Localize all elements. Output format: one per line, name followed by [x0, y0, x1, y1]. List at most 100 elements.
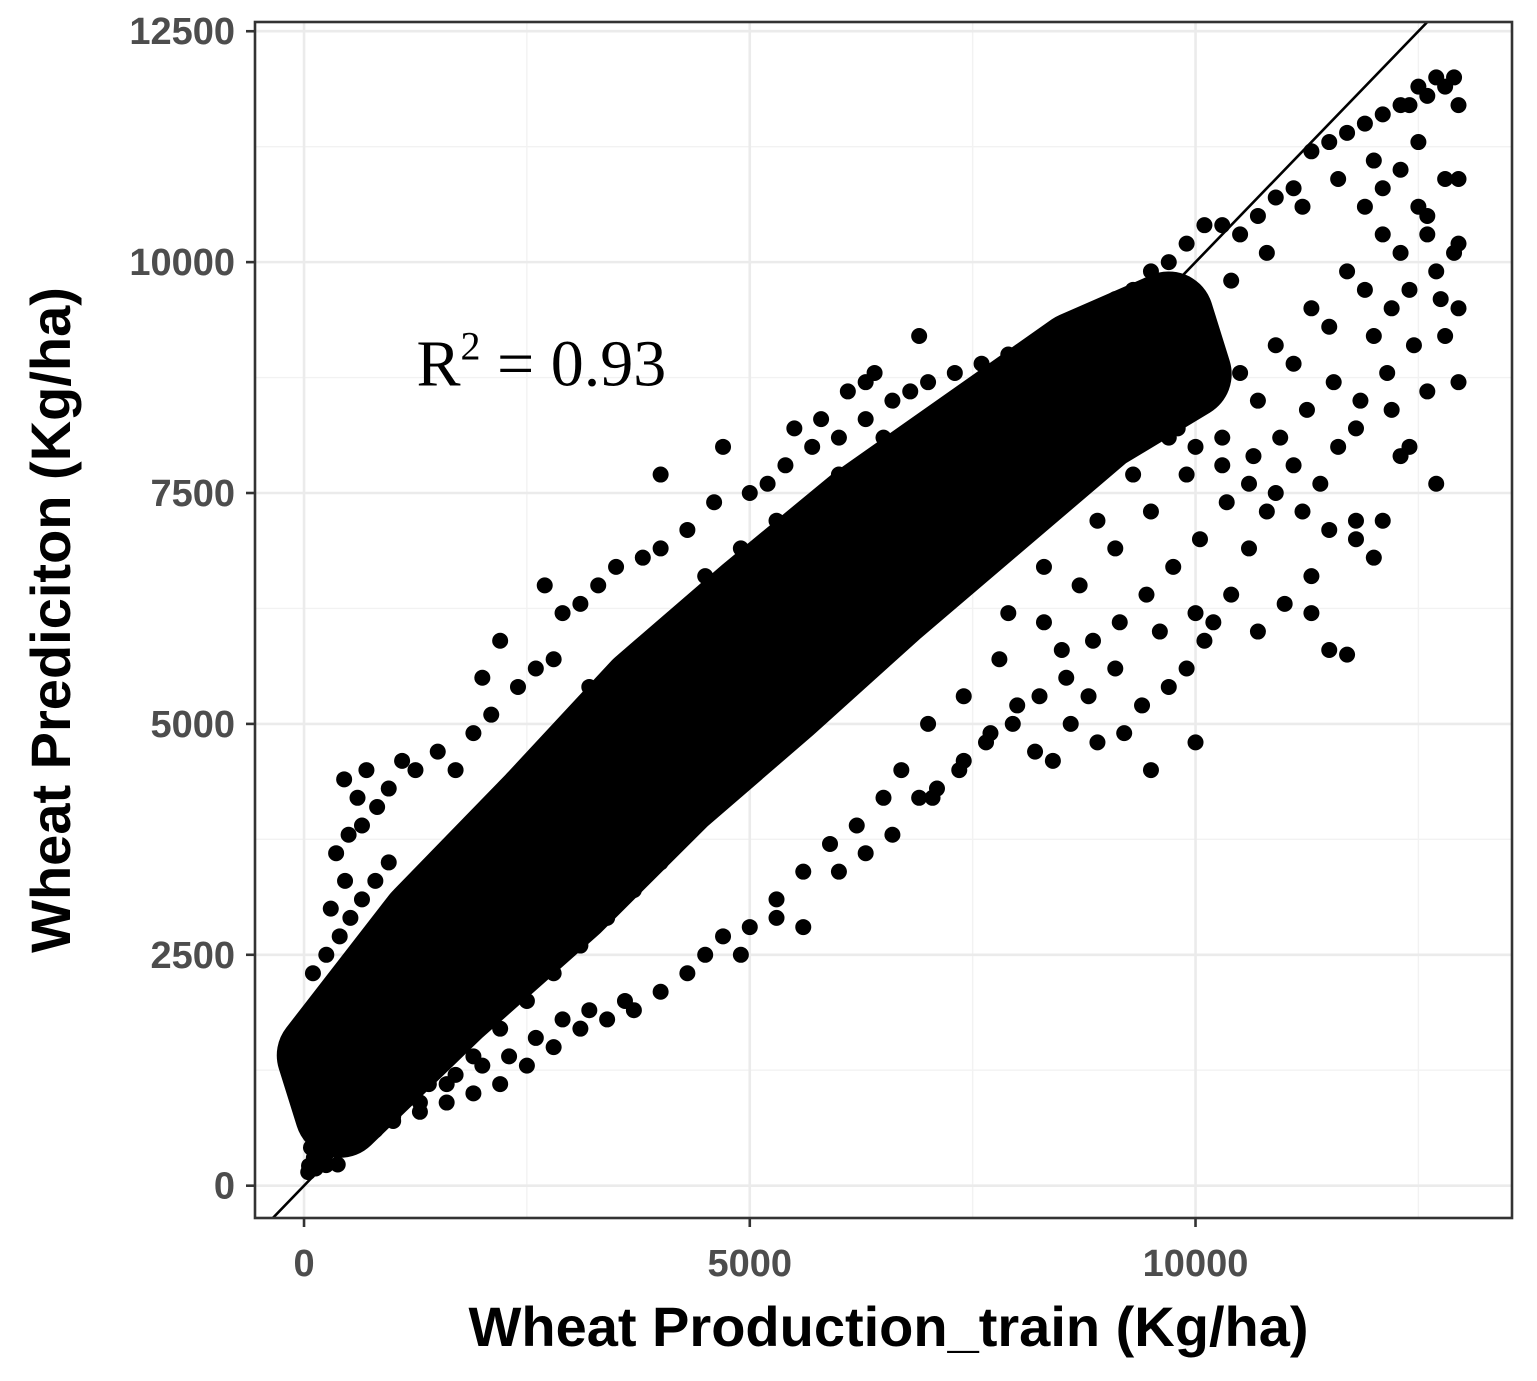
data-point: [411, 1039, 428, 1056]
data-point: [385, 1108, 402, 1125]
data-point: [1379, 364, 1396, 381]
data-point: [369, 799, 386, 816]
data-point: [857, 374, 874, 391]
data-point: [509, 854, 526, 871]
data-point: [732, 771, 749, 788]
data-point: [1232, 364, 1249, 381]
data-point: [1285, 355, 1302, 372]
y-tick-label: 10000: [129, 242, 235, 284]
data-point: [893, 605, 910, 622]
data-point: [1142, 503, 1159, 520]
data-point: [376, 1062, 393, 1079]
data-point: [634, 660, 651, 677]
data-point: [1437, 78, 1454, 95]
data-point: [492, 1076, 509, 1093]
data-point: [1062, 715, 1079, 732]
data-point: [1111, 614, 1128, 631]
data-point: [608, 715, 625, 732]
y-tick-label: 2500: [150, 935, 235, 977]
data-point: [1347, 512, 1364, 529]
data-point: [385, 928, 402, 945]
data-point: [340, 826, 357, 843]
data-point: [857, 411, 874, 428]
data-point: [1365, 152, 1382, 169]
data-point: [911, 328, 928, 345]
data-point: [1009, 364, 1026, 381]
data-point: [1142, 401, 1159, 418]
data-point: [1044, 752, 1061, 769]
data-point: [1339, 124, 1356, 141]
data-point: [545, 651, 562, 668]
data-point: [813, 411, 830, 428]
data-point: [955, 688, 972, 705]
data-point: [1285, 457, 1302, 474]
data-point: [1004, 715, 1021, 732]
data-point: [1089, 734, 1106, 751]
dense-cloud-shape: [276, 271, 1232, 1158]
data-point: [1116, 364, 1133, 381]
data-point: [358, 1096, 375, 1113]
data-point: [1258, 244, 1275, 261]
data-point: [973, 521, 990, 538]
data-point: [581, 1002, 598, 1019]
data-point: [1330, 171, 1347, 188]
data-point: [1044, 346, 1061, 363]
data-point: [403, 909, 420, 926]
data-point: [518, 1057, 535, 1074]
data-point: [1258, 503, 1275, 520]
data-point: [1249, 392, 1266, 409]
data-point: [1080, 411, 1097, 428]
data-point: [333, 965, 350, 982]
data-point: [1107, 540, 1124, 557]
data-point: [302, 1117, 319, 1134]
data-point: [545, 965, 562, 982]
data-point: [1071, 328, 1088, 345]
data-point: [1321, 134, 1338, 151]
data-point: [1196, 392, 1213, 409]
data-point: [1245, 448, 1262, 465]
data-point: [679, 521, 696, 538]
data-point: [1410, 198, 1427, 215]
y-tick-label: 0: [214, 1166, 235, 1208]
data-point: [866, 503, 883, 520]
x-tick-label: 10000: [1143, 1243, 1249, 1285]
data-point: [946, 549, 963, 566]
data-point: [394, 1085, 411, 1102]
data-point: [839, 660, 856, 677]
data-point: [1241, 475, 1258, 492]
data-point: [625, 882, 642, 899]
data-point: [474, 891, 491, 908]
data-point: [1272, 429, 1289, 446]
data-point: [342, 909, 359, 926]
data-point: [1365, 549, 1382, 566]
data-point: [1178, 235, 1195, 252]
data-point: [1347, 531, 1364, 548]
data-point: [670, 614, 687, 631]
data-point: [313, 1103, 330, 1120]
data-point: [380, 780, 397, 797]
data-point: [367, 872, 384, 889]
data-point: [723, 632, 740, 649]
data-point: [1419, 226, 1436, 243]
data-point: [438, 1076, 455, 1093]
data-point: [893, 762, 910, 779]
data-point: [652, 983, 669, 1000]
data-point: [347, 1111, 364, 1128]
data-point: [336, 771, 353, 788]
data-point: [365, 928, 382, 945]
data-point: [358, 762, 375, 779]
data-point: [1450, 235, 1467, 252]
data-point: [1178, 660, 1195, 677]
data-point: [1009, 697, 1026, 714]
data-point: [403, 1057, 420, 1074]
data-point: [920, 577, 937, 594]
r-squared-superscript: 2: [461, 324, 481, 369]
data-point: [1303, 143, 1320, 160]
x-axis-title: Wheat Production_train (Kg/ha): [469, 1295, 1309, 1358]
data-point: [1450, 97, 1467, 114]
data-point: [679, 965, 696, 982]
data-point: [394, 752, 411, 769]
data-point: [316, 992, 333, 1009]
data-point: [411, 1094, 428, 1111]
